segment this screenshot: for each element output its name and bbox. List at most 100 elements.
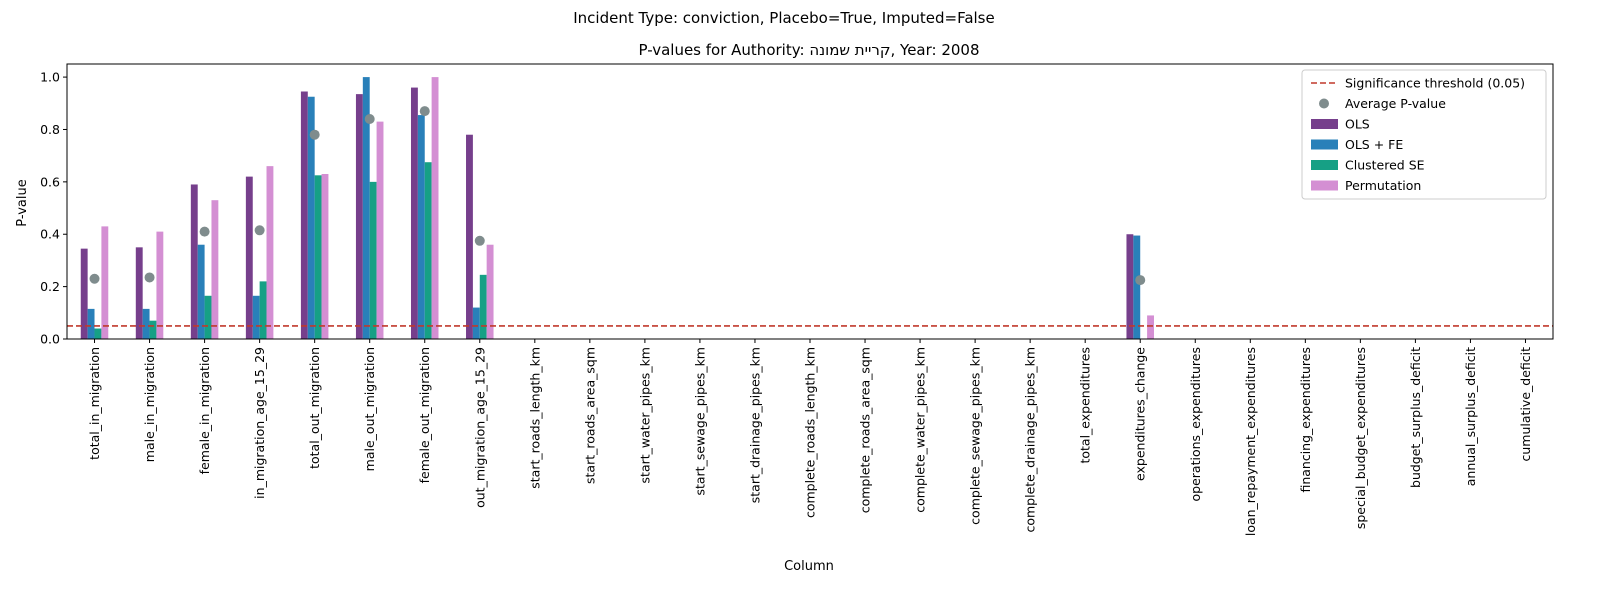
legend-series-label: Permutation <box>1345 178 1421 193</box>
y-axis-label: P-value <box>15 179 30 226</box>
legend-average-swatch <box>1319 98 1329 109</box>
y-tick-label: 0.6 <box>40 174 60 189</box>
bar-ols <box>245 176 253 339</box>
legend-series-swatch <box>1311 139 1338 150</box>
average-pvalue-dot <box>364 114 375 124</box>
average-pvalue-dot <box>474 235 485 246</box>
average-dots-layer <box>89 106 1146 286</box>
bar-clustered-se <box>424 162 432 339</box>
x-tick-label: complete_roads_length_km <box>803 347 818 518</box>
bar-ols <box>80 248 88 339</box>
bar-ols-fe <box>197 244 205 339</box>
y-tick-label: 0.0 <box>40 332 60 347</box>
bar-permutation <box>1147 315 1154 339</box>
bar-permutation <box>101 226 109 339</box>
x-tick-label: cumulative_deficit <box>1518 347 1533 462</box>
bar-ols <box>300 91 308 339</box>
bar-ols-fe <box>307 96 315 339</box>
x-tick-label: female_in_migration <box>197 347 212 474</box>
bar-ols-fe <box>362 77 370 339</box>
y-tick-label: 0.4 <box>40 227 60 242</box>
average-pvalue-dot <box>254 225 265 236</box>
bar-clustered-se <box>314 175 322 339</box>
chart-suptitle: Incident Type: conviction, Placebo=True,… <box>573 9 994 27</box>
bar-clustered-se <box>479 274 487 339</box>
x-tick-label: operations_expenditures <box>1188 347 1203 502</box>
x-tick-label: total_out_migration <box>307 347 322 469</box>
average-pvalue-dot <box>144 272 155 283</box>
chart-title: P-values for Authority: קריית שמונה, Yea… <box>638 41 979 59</box>
bar-ols-fe <box>142 308 150 339</box>
x-tick-label: annual_surplus_deficit <box>1463 347 1478 486</box>
bar-permutation <box>376 121 384 339</box>
y-tick-label: 0.8 <box>40 122 60 137</box>
average-pvalue-dot <box>199 226 210 237</box>
bar-ols-fe <box>417 115 425 339</box>
bar-ols <box>466 134 473 339</box>
bar-clustered-se <box>149 320 157 339</box>
x-tick-label: budget_surplus_deficit <box>1408 347 1423 488</box>
legend-series-swatch <box>1311 119 1338 129</box>
bar-permutation <box>156 231 164 339</box>
bar-permutation <box>486 244 494 339</box>
legend: Significance threshold (0.05) Average P-v… <box>1301 69 1547 200</box>
legend-threshold-label: Significance threshold (0.05) <box>1345 76 1525 91</box>
bars-layer <box>80 77 1154 339</box>
bar-ols-fe <box>472 307 480 339</box>
legend-series-label: Clustered SE <box>1345 158 1425 173</box>
bar-permutation <box>431 77 439 339</box>
bar-ols-fe <box>252 295 260 339</box>
x-tick-label: complete_drainage_pipes_km <box>1023 347 1038 533</box>
x-tick-label: complete_sewage_pipes_km <box>968 347 983 525</box>
bar-clustered-se <box>204 295 212 339</box>
bar-ols <box>355 94 363 339</box>
x-axis-label: Column <box>784 559 834 574</box>
bar-permutation <box>211 200 219 339</box>
y-tick-label: 0.2 <box>40 279 60 294</box>
average-pvalue-dot <box>309 129 320 140</box>
bar-clustered-se <box>369 181 377 339</box>
x-tick-label: male_out_migration <box>362 347 377 471</box>
x-tick-label: complete_roads_area_sqm <box>858 347 873 513</box>
legend-box <box>1301 69 1547 200</box>
legend-series-label: OLS + FE <box>1345 137 1403 152</box>
x-axis: total_in_migration male_in_migration femal… <box>87 339 1533 536</box>
x-tick-label: start_roads_length_km <box>527 347 542 489</box>
x-tick-label: start_sewage_pipes_km <box>692 347 707 496</box>
y-axis: 0.0 0.2 0.4 0.6 0.8 1.0 <box>40 70 67 347</box>
x-tick-label: out_migration_age_15_29 <box>472 347 487 508</box>
x-tick-label: in_migration_age_15_29 <box>252 347 267 499</box>
legend-series-swatch <box>1311 160 1338 170</box>
bar-ols <box>135 247 143 339</box>
average-pvalue-dot <box>89 273 100 284</box>
y-tick-label: 1.0 <box>40 70 60 85</box>
bar-ols-fe <box>87 308 95 339</box>
x-tick-label: start_drainage_pipes_km <box>747 347 762 503</box>
legend-average-label: Average P-value <box>1345 96 1446 111</box>
bar-permutation <box>266 166 274 339</box>
average-pvalue-dot <box>1135 275 1146 286</box>
bar-permutation <box>321 174 329 339</box>
bar-clustered-se <box>259 281 267 339</box>
bar-ols <box>410 87 418 339</box>
bar-ols-fe <box>1133 235 1141 339</box>
x-tick-label: special_budget_expenditures <box>1353 347 1368 529</box>
x-tick-label: female_out_migration <box>417 347 432 483</box>
average-pvalue-dot <box>419 106 430 117</box>
x-tick-label: financing_expenditures <box>1298 347 1313 493</box>
x-tick-label: total_in_migration <box>87 347 102 460</box>
bar-clustered-se <box>94 328 102 339</box>
bar-ols <box>190 184 198 339</box>
x-tick-label: start_roads_area_sqm <box>582 347 597 484</box>
x-tick-label: start_water_pipes_km <box>637 347 652 483</box>
x-tick-label: complete_water_pipes_km <box>913 347 928 513</box>
x-tick-label: expenditures_change <box>1133 347 1148 481</box>
legend-series-swatch <box>1311 180 1338 191</box>
legend-series-label: OLS <box>1345 117 1370 132</box>
x-tick-label: total_expenditures <box>1078 347 1093 464</box>
x-tick-label: loan_repayment_expenditures <box>1243 347 1258 536</box>
bar-ols <box>1126 234 1134 339</box>
x-tick-label: male_in_migration <box>142 347 157 462</box>
